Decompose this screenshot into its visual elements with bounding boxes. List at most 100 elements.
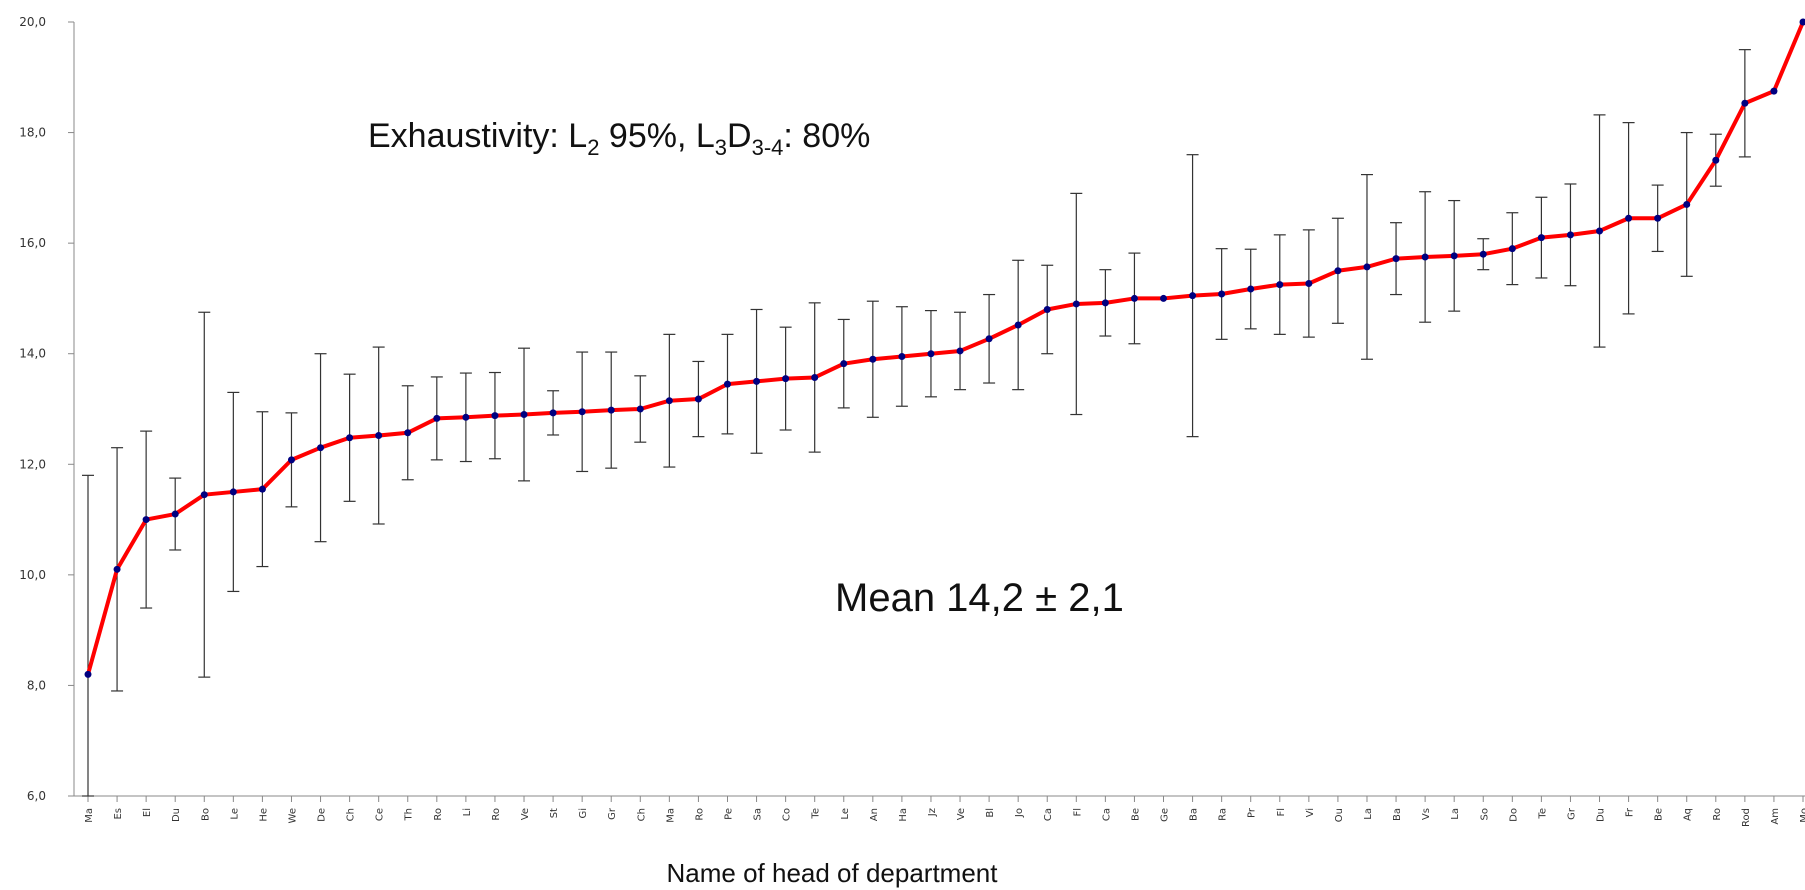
data-point (1276, 281, 1284, 289)
data-point (1130, 294, 1138, 302)
data-point (404, 429, 412, 437)
x-tick-label: Fr (1625, 807, 1636, 817)
x-tick-label: Be (1654, 808, 1665, 821)
x-tick-label: Ma (665, 808, 676, 823)
x-tick-label: Te (1537, 808, 1548, 820)
data-point (1596, 227, 1604, 235)
data-point (491, 412, 499, 420)
data-point (433, 414, 441, 422)
data-point (1712, 156, 1720, 164)
x-tick-label: Ro (1712, 808, 1723, 821)
x-tick-label: Le (840, 808, 851, 820)
data-point (811, 373, 819, 381)
x-tick-label: He (258, 808, 269, 822)
data-point (665, 397, 673, 405)
x-tick-label: Am (1770, 808, 1781, 825)
data-point (1741, 99, 1749, 107)
x-tick-label: Le (229, 808, 240, 820)
data-point (1101, 299, 1109, 307)
x-tick-label: Bo (200, 808, 211, 821)
data-point (1566, 231, 1574, 239)
markers (84, 18, 1805, 678)
x-tick-label: Ch (346, 808, 357, 821)
x-tick-label: Rod (1741, 808, 1752, 827)
x-tick-label: Th (404, 808, 415, 821)
data-point (1799, 18, 1805, 26)
x-tick-label: Es (113, 808, 124, 820)
x-tick-label: Aq (1683, 808, 1694, 821)
x-tick-label: Fl (1072, 808, 1083, 817)
x-tick-label: La (1363, 808, 1374, 820)
series (86, 21, 1805, 675)
x-tick-label: Ro (694, 808, 705, 821)
data-point (229, 488, 237, 496)
x-tick-label: Pr (1247, 807, 1258, 818)
data-point (113, 565, 121, 573)
y-tick-label: 12,0 (19, 457, 46, 471)
series-line (86, 21, 1805, 675)
data-point (1683, 200, 1691, 208)
x-tick-label: We (287, 808, 298, 823)
data-point (1305, 280, 1313, 288)
mean-annotation: Mean 14,2 ± 2,1 (835, 576, 1124, 620)
data-point (1625, 214, 1633, 222)
data-point (840, 360, 848, 368)
x-tick-label: Jo (1014, 808, 1025, 818)
data-point (578, 408, 586, 416)
y-tick-label: 8,0 (27, 678, 46, 692)
data-point (753, 377, 761, 385)
x-tick-label: Te (811, 808, 822, 820)
data-point (1770, 87, 1778, 95)
x-tick-label: Jz (927, 808, 938, 817)
x-tick-label: Ca (1101, 808, 1112, 821)
data-point (549, 409, 557, 417)
x-axis-title: Name of head of department (667, 858, 999, 888)
data-point (375, 432, 383, 440)
x-tick-label: Ve (520, 808, 531, 820)
data-point (346, 434, 354, 442)
data-point (956, 347, 964, 355)
x-tick-label: Bl (985, 808, 996, 818)
data-point (1218, 290, 1226, 298)
data-point (1479, 250, 1487, 258)
data-point (636, 405, 644, 413)
x-tick-label: Ca (1043, 808, 1054, 821)
data-point (1450, 252, 1458, 260)
x-tick-label: Fl (1276, 808, 1287, 817)
data-point (142, 516, 150, 524)
data-point (200, 491, 208, 499)
x-tick-label: La (1450, 808, 1461, 820)
data-point (258, 485, 266, 493)
data-point (1363, 263, 1371, 271)
x-tick-label: Ba (1392, 808, 1403, 821)
data-point (1043, 305, 1051, 313)
data-point (1508, 245, 1516, 253)
x-tick-label: Ra (1218, 808, 1229, 821)
x-tick-label: Be (1130, 808, 1141, 821)
x-tick-label: Ma (84, 808, 95, 823)
data-point (1421, 253, 1429, 261)
data-point (1392, 255, 1400, 263)
x-tick-label: De (317, 808, 328, 822)
x-tick-label: Ro (491, 808, 502, 821)
x-tick-label: Ro (433, 808, 444, 821)
x-tick-label: Du (171, 808, 182, 822)
data-point (694, 395, 702, 403)
x-tick-label: Pe (723, 808, 734, 820)
data-point (869, 355, 877, 363)
data-point (287, 456, 295, 464)
data-point (1537, 234, 1545, 242)
x-tick-label: An (869, 808, 880, 821)
data-point (462, 413, 470, 421)
x-tick-label: Gr (607, 807, 618, 820)
x-tick-label: So (1479, 808, 1490, 820)
error-bars (82, 49, 1751, 797)
x-tick-label: Du (1596, 808, 1607, 822)
x-tick-label: Co (782, 808, 793, 821)
x-tick-label: Ge (1160, 808, 1171, 822)
x-tick-label: Mo (1799, 808, 1805, 823)
data-point (1247, 285, 1255, 293)
y-tick-label: 18,0 (19, 126, 46, 140)
exhaustivity-annotation: Exhaustivity: L2 95%, L3D3-4: 80% (368, 117, 870, 160)
y-tick-label: 20,0 (19, 15, 46, 29)
